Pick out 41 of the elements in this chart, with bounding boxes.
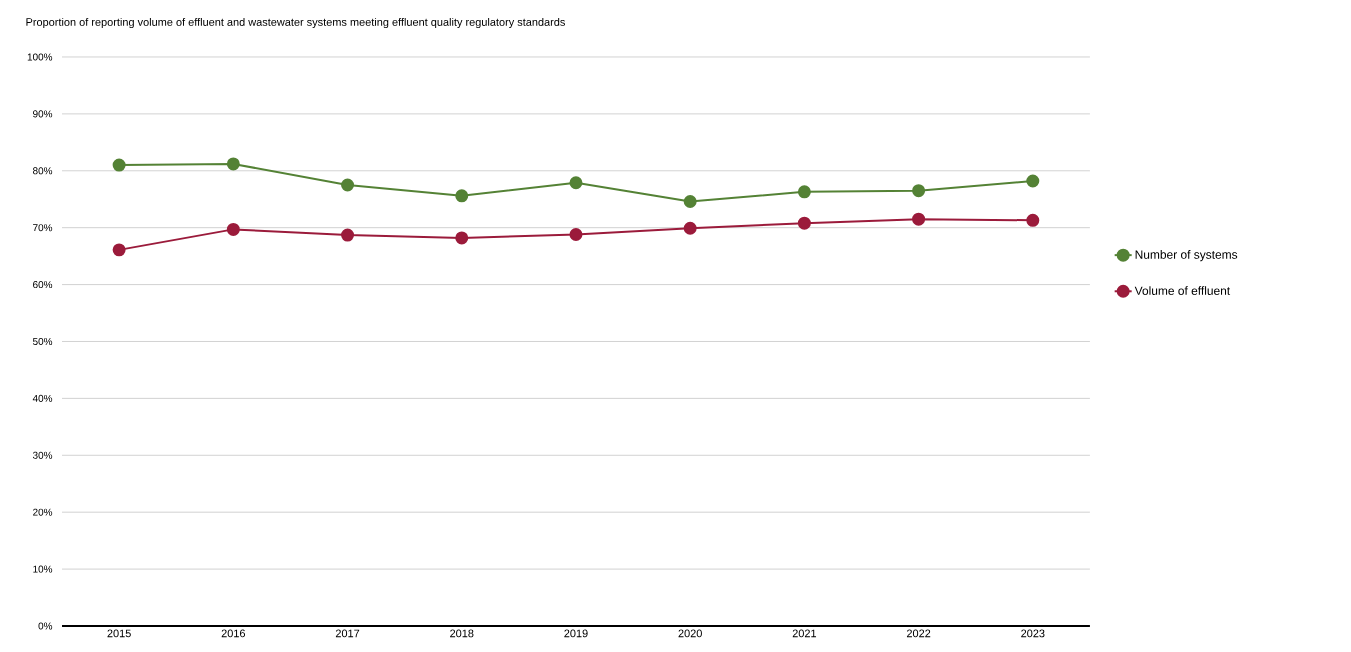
y-tick-label: 10% bbox=[33, 565, 53, 573]
legend-label: Volume of effluent bbox=[1134, 286, 1231, 295]
y-tick-label: 70% bbox=[33, 224, 53, 232]
x-tick-label: 2017 bbox=[335, 629, 360, 638]
point bbox=[226, 222, 240, 236]
y-tick-label: 60% bbox=[33, 281, 53, 289]
point bbox=[112, 243, 126, 257]
point bbox=[112, 158, 126, 172]
point bbox=[797, 185, 811, 199]
point bbox=[912, 212, 926, 226]
y-tick-label: 100% bbox=[27, 53, 53, 61]
x-tick-label: 2015 bbox=[107, 629, 131, 638]
y-tick-label: 40% bbox=[32, 394, 53, 402]
y-tick-label: 30% bbox=[32, 451, 53, 459]
x-tick-label: 2020 bbox=[678, 629, 702, 638]
point bbox=[797, 216, 811, 230]
x-tick-label: 2019 bbox=[564, 629, 588, 638]
point bbox=[226, 157, 240, 171]
point bbox=[683, 195, 697, 209]
x-tick-label: 2018 bbox=[450, 629, 474, 638]
legend-label: Number of systems bbox=[1135, 250, 1238, 262]
point bbox=[569, 228, 583, 242]
x-tick-label: 2023 bbox=[1021, 629, 1045, 638]
point bbox=[1026, 174, 1040, 188]
y-tick-label: 0% bbox=[38, 622, 53, 630]
point bbox=[455, 231, 469, 245]
point bbox=[683, 221, 697, 235]
point bbox=[1026, 213, 1040, 227]
y-tick-label: 50% bbox=[32, 337, 53, 346]
y-tick-label: 80% bbox=[32, 167, 53, 175]
chart-title: Proportion of reporting volume of effluent and wastewater systems meeting effluent quality regulatory standards bbox=[26, 17, 565, 29]
x-tick-label: 2022 bbox=[906, 629, 931, 638]
x-tick-label: 2021 bbox=[792, 629, 817, 638]
x-tick-label: 2016 bbox=[221, 629, 246, 638]
point bbox=[341, 228, 355, 242]
point bbox=[341, 178, 355, 192]
y-tick-label: 90% bbox=[33, 110, 53, 118]
y-tick-label: 20% bbox=[33, 508, 53, 516]
point bbox=[912, 184, 926, 198]
point bbox=[455, 189, 469, 203]
point bbox=[569, 176, 583, 190]
